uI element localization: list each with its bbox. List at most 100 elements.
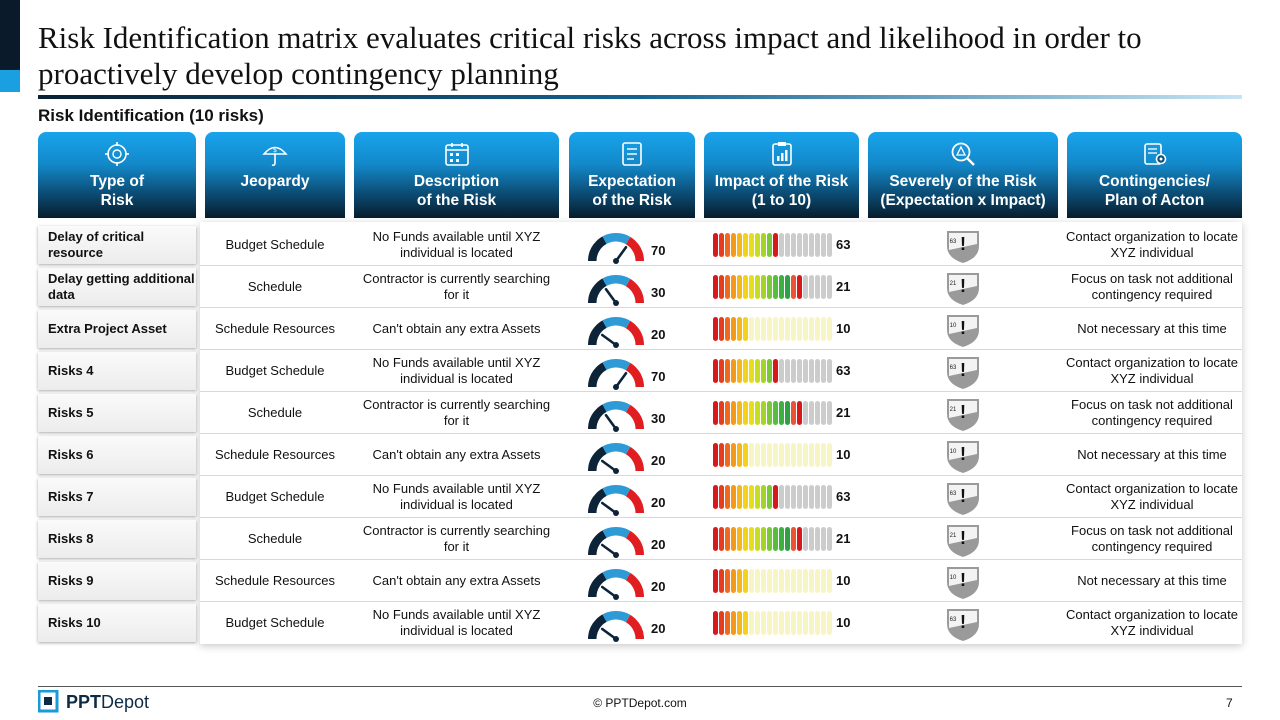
header-label: Description of the Risk xyxy=(413,173,500,209)
impact-bar-meter xyxy=(713,401,833,425)
impact-bar xyxy=(713,443,718,467)
impact-bar xyxy=(737,569,742,593)
impact-bar xyxy=(803,275,808,299)
impact-bar-meter xyxy=(713,275,833,299)
header-jeopardy: $ Jeopardy xyxy=(205,132,345,218)
impact-bar xyxy=(767,233,772,257)
gauge-segment xyxy=(587,362,607,388)
row-divider xyxy=(200,433,1242,434)
impact-bar xyxy=(719,611,724,635)
header-label: Jeopardy xyxy=(240,173,310,190)
impact-bar xyxy=(755,275,760,299)
header-type-of-risk: Type of Risk xyxy=(38,132,196,218)
impact-bar xyxy=(773,401,778,425)
impact-bar xyxy=(725,401,730,425)
impact-bar xyxy=(773,443,778,467)
impact-bar xyxy=(815,317,820,341)
impact-bar xyxy=(737,443,742,467)
impact-bar xyxy=(737,485,742,509)
impact-bar xyxy=(779,443,784,467)
impact-bar xyxy=(797,359,802,383)
gauge-hub xyxy=(613,384,619,390)
impact-bar xyxy=(779,401,784,425)
table-row: Extra Project Asset Schedule Resources Can… xyxy=(0,308,1280,350)
impact-bar xyxy=(755,527,760,551)
impact-bar xyxy=(713,233,718,257)
impact-bar xyxy=(779,359,784,383)
page-number: 7 xyxy=(1226,696,1233,710)
gauge-hub xyxy=(613,510,619,516)
severity-shield-icon: !63 xyxy=(947,483,979,515)
gauge-segment xyxy=(625,446,645,472)
impact-bar xyxy=(815,275,820,299)
severity-shield-icon: !21 xyxy=(947,399,979,431)
impact-bar xyxy=(803,611,808,635)
severity-shield-icon: !63 xyxy=(947,357,979,389)
gauge-hub xyxy=(613,552,619,558)
impact-bar xyxy=(767,443,772,467)
impact-bar xyxy=(821,485,826,509)
impact-bar xyxy=(803,485,808,509)
jeopardy: Budget Schedule xyxy=(225,237,325,252)
table-row: Risks 8 Schedule Contractor is currently s… xyxy=(0,518,1280,560)
impact-bar xyxy=(773,317,778,341)
impact-bar xyxy=(815,401,820,425)
gauge-segment xyxy=(587,278,607,304)
impact-bar xyxy=(743,317,748,341)
severity-value: 10 xyxy=(950,323,957,329)
risk-type: Delay of critical resource xyxy=(38,226,196,264)
header-impact: Impact of the Risk (1 to 10) xyxy=(704,132,859,218)
expectation-gauge xyxy=(587,358,645,390)
table-row: Delay of critical resource Budget Schedul… xyxy=(0,224,1280,266)
impact-bar xyxy=(737,233,742,257)
impact-bar xyxy=(785,359,790,383)
expectation-value: 30 xyxy=(651,411,666,426)
impact-bar xyxy=(791,401,796,425)
impact-bar xyxy=(815,359,820,383)
gauge-segment xyxy=(602,484,631,497)
severity-shield-icon: !21 xyxy=(947,273,979,305)
row-divider xyxy=(200,265,1242,266)
impact-bar xyxy=(743,233,748,257)
impact-bar xyxy=(827,401,832,425)
impact-bar xyxy=(815,485,820,509)
impact-bar xyxy=(809,359,814,383)
impact-bar xyxy=(725,611,730,635)
table-row: Risks 5 Schedule Contractor is currently s… xyxy=(0,392,1280,434)
impact-value: 63 xyxy=(836,363,851,378)
impact-bar xyxy=(749,527,754,551)
impact-bar xyxy=(731,527,736,551)
contingency-plan: Contact organization to locate XYZ indiv… xyxy=(1066,481,1238,512)
impact-bar xyxy=(761,317,766,341)
expectation-value: 70 xyxy=(651,369,666,384)
jeopardy: Schedule Resources xyxy=(215,321,335,336)
footer-divider xyxy=(38,686,1242,687)
impact-bar xyxy=(767,359,772,383)
impact-bar xyxy=(821,317,826,341)
gauge-segment xyxy=(602,526,631,539)
impact-bar xyxy=(809,527,814,551)
impact-bar xyxy=(797,275,802,299)
impact-bar xyxy=(785,527,790,551)
svg-text:$: $ xyxy=(273,146,277,154)
contingency-plan: Contact organization to locate XYZ indiv… xyxy=(1066,607,1238,638)
impact-bar xyxy=(827,233,832,257)
impact-bar xyxy=(725,569,730,593)
contingency-plan: Not necessary at this time xyxy=(1077,321,1227,336)
impact-bar xyxy=(743,569,748,593)
gauge-hub xyxy=(613,594,619,600)
impact-bar xyxy=(737,401,742,425)
jeopardy: Budget Schedule xyxy=(225,363,325,378)
gauge-hub xyxy=(613,426,619,432)
severity-value: 63 xyxy=(950,491,957,497)
table-row: Risks 9 Schedule Resources Can't obtain an… xyxy=(0,560,1280,602)
impact-bar xyxy=(725,317,730,341)
risk-type: Risks 6 xyxy=(38,436,196,474)
impact-bar xyxy=(731,233,736,257)
impact-bar xyxy=(755,569,760,593)
severity-shield-icon: !10 xyxy=(947,441,979,473)
impact-bar xyxy=(737,275,742,299)
impact-bar xyxy=(719,401,724,425)
row-divider xyxy=(200,349,1242,350)
impact-bar xyxy=(749,443,754,467)
